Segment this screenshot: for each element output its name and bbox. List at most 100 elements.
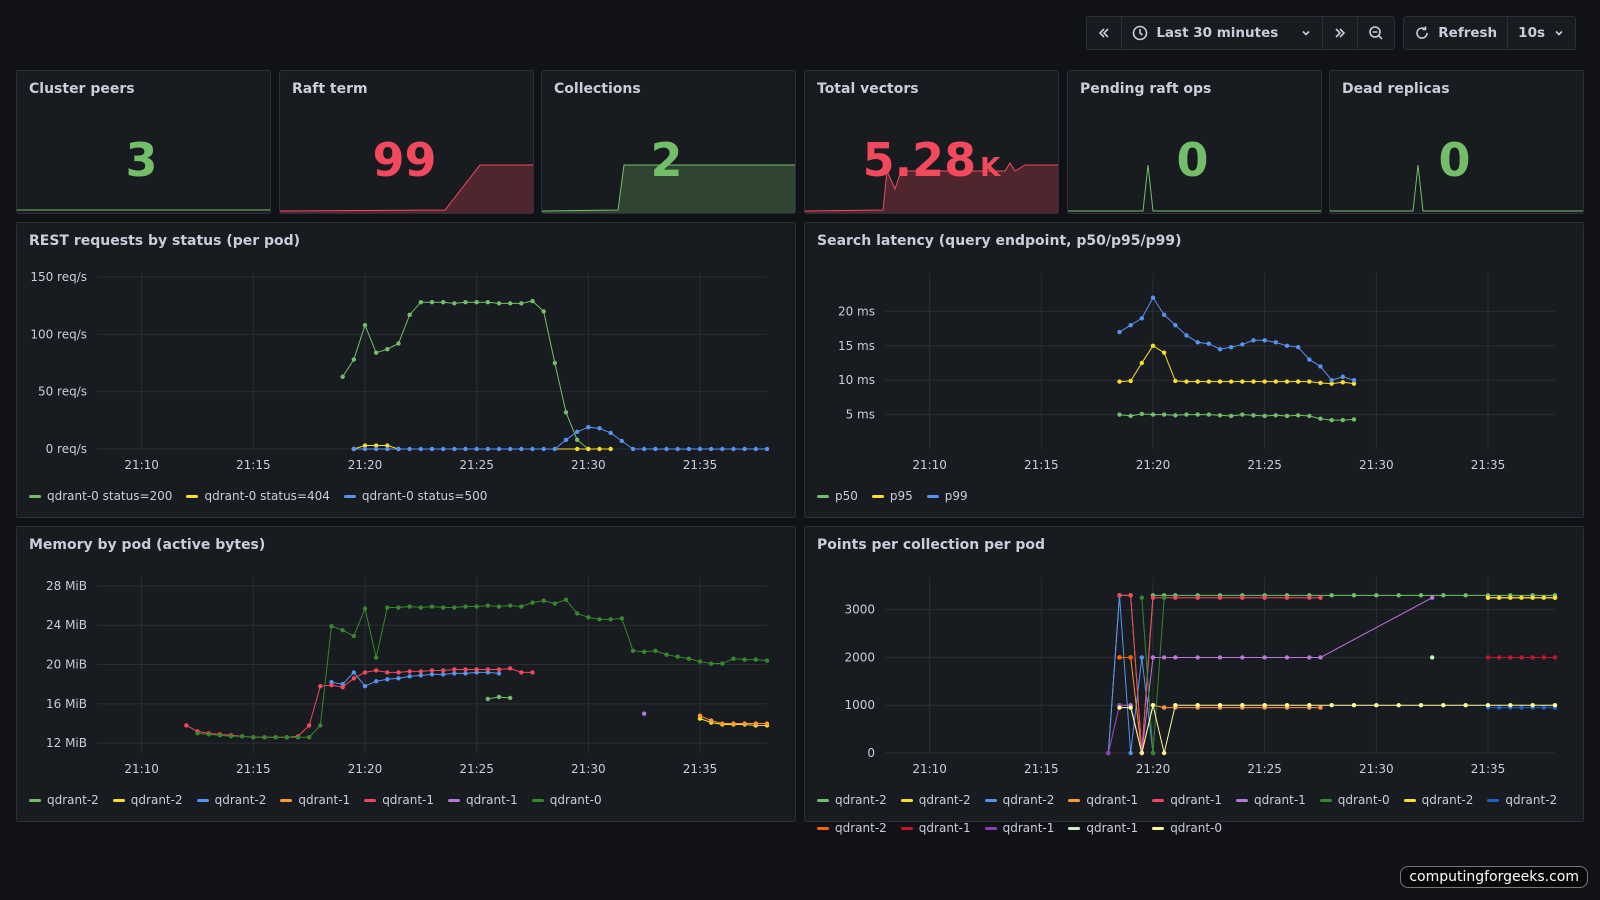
legend-item[interactable]: qdrant-2 bbox=[817, 821, 887, 835]
data-point bbox=[217, 733, 223, 738]
data-point bbox=[452, 671, 457, 676]
data-point bbox=[1318, 380, 1323, 386]
data-point bbox=[1206, 341, 1212, 346]
data-point bbox=[1228, 413, 1234, 419]
data-point bbox=[407, 604, 412, 609]
x-tick-label: 21:20 bbox=[348, 762, 383, 776]
legend-label: qdrant-1 bbox=[298, 793, 351, 807]
timeseries-panel-rest-requests[interactable]: REST requests by status (per pod) 0 req/… bbox=[16, 222, 796, 518]
data-point bbox=[1251, 413, 1256, 418]
x-tick-label: 21:15 bbox=[1024, 458, 1059, 472]
legend-item[interactable]: qdrant-0 status=404 bbox=[186, 489, 330, 503]
stat-panel-cluster-peers[interactable]: Cluster peers 3 bbox=[16, 70, 271, 214]
data-point bbox=[1441, 703, 1446, 708]
legend-item[interactable]: qdrant-0 status=500 bbox=[343, 489, 488, 503]
data-point bbox=[1195, 703, 1200, 708]
legend-item[interactable]: qdrant-2 bbox=[900, 793, 971, 807]
legend-label: qdrant-0 status=500 bbox=[361, 489, 488, 503]
stat-panel-collections[interactable]: Collections 2 bbox=[541, 70, 796, 214]
legend-item[interactable]: qdrant-1 bbox=[1152, 793, 1222, 807]
data-point bbox=[1217, 413, 1223, 418]
data-point bbox=[697, 713, 703, 718]
series-line bbox=[197, 599, 768, 738]
data-point bbox=[1206, 412, 1212, 417]
data-point bbox=[1117, 329, 1122, 335]
data-point bbox=[764, 721, 770, 726]
legend-item[interactable]: qdrant-2 bbox=[112, 793, 183, 807]
data-point bbox=[1273, 340, 1279, 345]
rest-requests-chart: 0 req/s 50 req/s 100 req/s 150 req/s 21:10 21… bbox=[30, 270, 770, 472]
y-tick-label: 16 MiB bbox=[46, 697, 87, 711]
data-point bbox=[1139, 750, 1145, 756]
data-point bbox=[1307, 413, 1312, 419]
shift-back-button[interactable] bbox=[1087, 17, 1123, 49]
data-point bbox=[708, 718, 714, 723]
stat-panel-total-vectors[interactable]: Total vectors 5.28 K bbox=[804, 70, 1059, 214]
legend-item[interactable]: qdrant-1 bbox=[364, 793, 434, 807]
stat-panel-pending-raft-ops[interactable]: Pending raft ops 0 bbox=[1067, 70, 1322, 214]
legend-item[interactable]: qdrant-1 bbox=[984, 821, 1054, 835]
chevron-down-icon bbox=[1302, 30, 1310, 36]
data-point bbox=[697, 446, 703, 452]
legend-item[interactable]: qdrant-0 bbox=[1152, 821, 1222, 835]
legend-item[interactable]: qdrant-0 bbox=[1319, 793, 1390, 807]
legend-item[interactable]: qdrant-2 bbox=[1487, 793, 1557, 807]
data-point bbox=[440, 672, 446, 677]
data-point bbox=[1530, 655, 1535, 660]
zoom-out-button[interactable] bbox=[1358, 17, 1394, 49]
legend-item[interactable]: qdrant-2 bbox=[29, 793, 99, 807]
timeseries-panel-memory[interactable]: Memory by pod (active bytes) 12 MiB 16 Mi… bbox=[16, 526, 796, 822]
legend-item[interactable]: qdrant-1 bbox=[447, 793, 518, 807]
legend-item[interactable]: qdrant-2 bbox=[196, 793, 266, 807]
refresh-interval-picker[interactable]: 10s bbox=[1508, 17, 1575, 49]
legend-swatch bbox=[531, 798, 544, 802]
legend-item[interactable]: qdrant-1 bbox=[1068, 793, 1138, 807]
legend-item[interactable]: p99 bbox=[926, 489, 968, 503]
data-point bbox=[1173, 413, 1178, 418]
data-point bbox=[195, 731, 200, 736]
data-point bbox=[630, 648, 636, 653]
data-point bbox=[463, 300, 468, 305]
stat-panel-dead-replicas[interactable]: Dead replicas 0 bbox=[1329, 70, 1584, 214]
legend-swatch bbox=[817, 494, 829, 498]
legend-item[interactable]: qdrant-1 bbox=[280, 793, 350, 807]
legend-item[interactable]: qdrant-0 bbox=[531, 793, 602, 807]
stat-panel-raft-term[interactable]: Raft term 99 bbox=[279, 70, 534, 214]
data-point bbox=[507, 666, 513, 671]
data-point bbox=[1318, 655, 1323, 660]
legend-item[interactable]: qdrant-1 bbox=[900, 821, 971, 835]
data-point bbox=[474, 604, 479, 609]
time-range-label: Last 30 minutes bbox=[1156, 25, 1279, 41]
legend-item[interactable]: qdrant-1 bbox=[1068, 821, 1138, 835]
panel-title: Cluster peers bbox=[29, 81, 135, 97]
legend-swatch bbox=[1152, 826, 1165, 830]
legend-item[interactable]: p50 bbox=[817, 489, 858, 503]
data-point bbox=[273, 735, 278, 740]
legend-item[interactable]: qdrant-1 bbox=[1235, 793, 1306, 807]
data-point bbox=[1429, 655, 1435, 660]
data-point bbox=[385, 443, 390, 448]
data-point bbox=[1161, 655, 1167, 660]
panel-title: Points per collection per pod bbox=[817, 537, 1046, 553]
data-point bbox=[619, 616, 625, 621]
data-point bbox=[1161, 595, 1167, 600]
legend-swatch bbox=[900, 798, 913, 802]
legend-item[interactable]: qdrant-2 bbox=[1403, 793, 1473, 807]
x-tick-label: 21:10 bbox=[912, 762, 947, 776]
x-tick-label: 21:20 bbox=[1136, 458, 1171, 472]
data-point bbox=[753, 721, 759, 726]
legend-item[interactable]: qdrant-2 bbox=[984, 793, 1054, 807]
data-point bbox=[407, 669, 412, 674]
legend-item[interactable]: qdrant-0 status=200 bbox=[29, 489, 172, 503]
data-point bbox=[385, 677, 390, 682]
data-point bbox=[1519, 705, 1524, 710]
legend-item[interactable]: p95 bbox=[871, 489, 913, 503]
shift-forward-button[interactable] bbox=[1323, 17, 1359, 49]
data-point bbox=[731, 446, 736, 452]
refresh-button[interactable]: Refresh bbox=[1404, 17, 1509, 49]
timeseries-panel-points[interactable]: Points per collection per pod 0 1000 2000 3… bbox=[804, 526, 1584, 835]
legend-swatch bbox=[1403, 798, 1416, 802]
timeseries-panel-search-latency[interactable]: Search latency (query endpoint, p50/p95/… bbox=[804, 222, 1584, 518]
legend-item[interactable]: qdrant-2 bbox=[817, 793, 887, 807]
time-range-picker[interactable]: Last 30 minutes bbox=[1122, 17, 1324, 49]
